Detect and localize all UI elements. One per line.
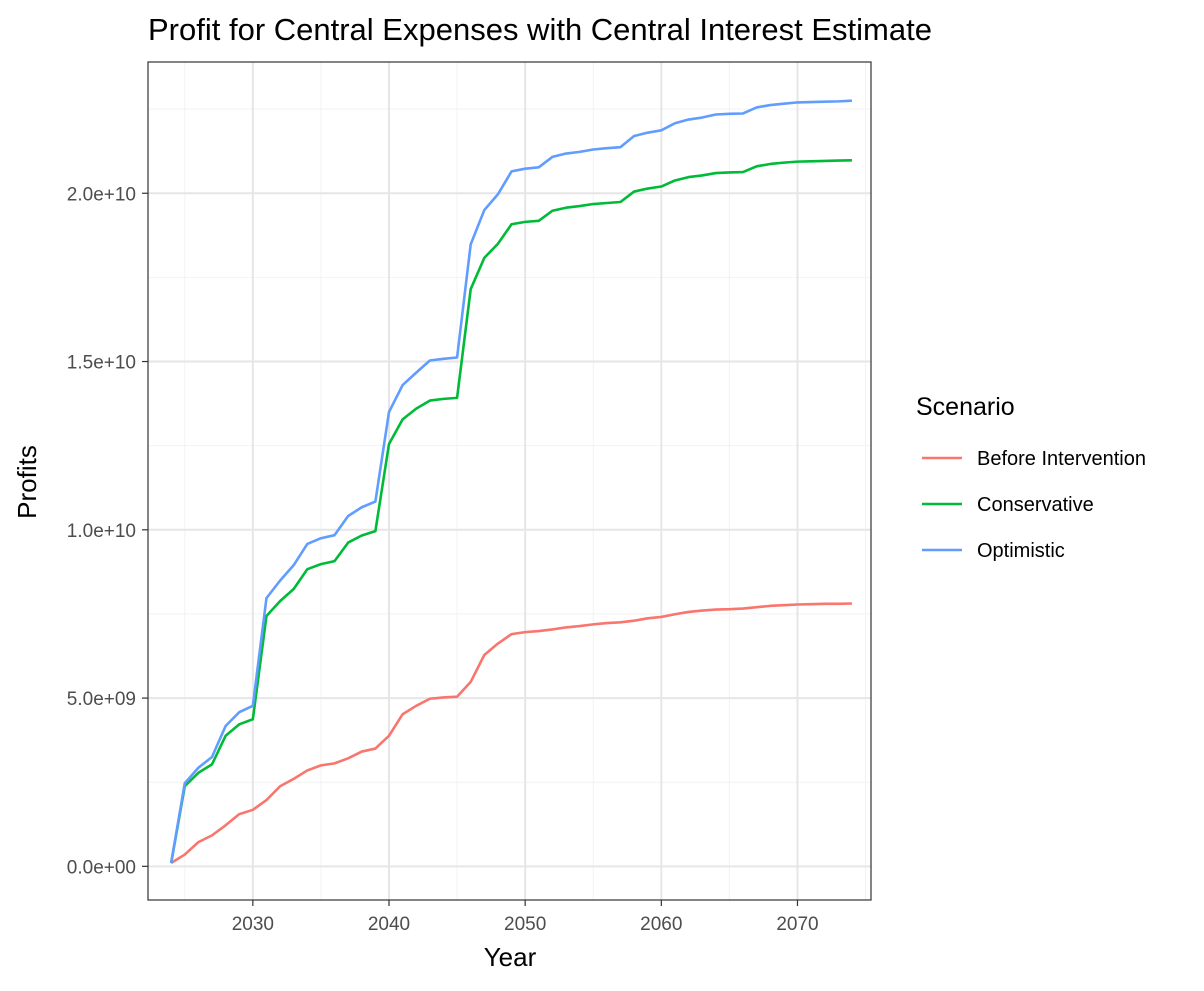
x-tick-label: 2070 — [776, 914, 818, 935]
x-tick-label: 2030 — [232, 914, 274, 935]
y-axis-title: Profits — [12, 445, 42, 519]
legend-items: Before Intervention Conservative Optimisti… — [922, 448, 1146, 562]
grid — [148, 62, 871, 900]
series-line-optimistic — [169, 99, 853, 864]
y-tick-label: 2.0e+10 — [67, 184, 136, 205]
legend-label-conservative: Conservative — [977, 494, 1094, 516]
x-tick-label: 2040 — [368, 914, 410, 935]
x-tick-label: 2060 — [640, 914, 682, 935]
legend-title: Scenario — [916, 393, 1015, 421]
y-tick-label: 1.0e+10 — [67, 521, 136, 542]
legend-label-before-intervention: Before Intervention — [977, 448, 1146, 470]
panel-border — [147, 61, 872, 901]
axes: 2030 2040 2050 2060 2070 0.0e+00 5.0e+09 1.0e+1… — [67, 184, 819, 935]
legend: Scenario Before Intervention Conservative… — [916, 393, 1146, 562]
series-line-conservative — [169, 158, 852, 864]
x-axis-title: Year — [484, 942, 537, 972]
y-tick-label: 0.0e+00 — [67, 857, 136, 878]
series-line-before-intervention — [170, 602, 852, 865]
y-tick-label: 5.0e+09 — [67, 689, 136, 710]
x-tick-label: 2050 — [504, 914, 546, 935]
y-tick-label: 1.5e+10 — [67, 353, 136, 374]
chart-title: Profit for Central Expenses with Central… — [148, 12, 932, 47]
series-layer — [169, 99, 853, 865]
legend-label-optimistic: Optimistic — [977, 540, 1065, 562]
